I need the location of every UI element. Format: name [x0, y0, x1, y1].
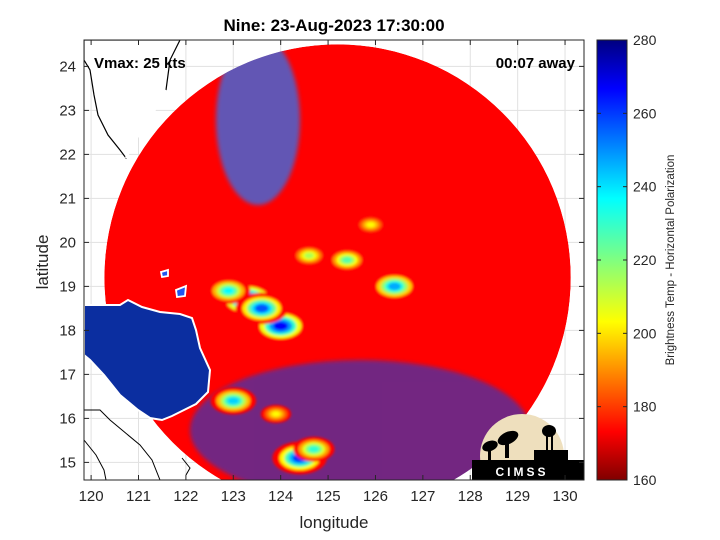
x-tick-label: 127 [410, 488, 435, 505]
cloud-feature [388, 282, 401, 291]
x-tick-label: 129 [505, 488, 530, 505]
y-tick-label: 16 [59, 410, 76, 427]
colorbar-gradient [596, 39, 628, 481]
cloud-feature [304, 252, 314, 259]
luzon-landmass [84, 298, 212, 422]
time-away-annotation: 00:07 away [496, 55, 576, 72]
coastline-sw [84, 409, 161, 480]
y-tick-labels: 15 16 17 18 19 20 21 22 23 24 [59, 58, 76, 471]
y-tick-label: 17 [59, 366, 76, 383]
small-island-2 [175, 284, 188, 299]
chart-title: Nine: 23-Aug-2023 17:30:00 [223, 16, 444, 35]
coastline-small [181, 457, 191, 476]
cloud-feature [271, 411, 280, 417]
y-axis-label: latitude [33, 235, 52, 290]
colorbar: 280 260 240 220 200 180 160 Brightness Temp - … [596, 32, 677, 488]
coastline-w [84, 439, 107, 480]
logo-text: CIMSS [495, 465, 548, 479]
cimss-logo: CIMSS [472, 414, 584, 480]
cloud-feature [254, 304, 269, 313]
y-tick-label: 18 [59, 322, 76, 339]
colorbar-tick-label: 240 [633, 179, 657, 195]
small-island-1 [159, 268, 169, 279]
x-tick-label: 130 [553, 488, 578, 505]
x-axis-label: longitude [299, 513, 368, 532]
x-tick-label: 123 [221, 488, 246, 505]
plot-area: CIMSS [84, 40, 584, 480]
x-tick-label: 126 [363, 488, 388, 505]
cloud-features [206, 215, 419, 475]
y-tick-label: 22 [59, 146, 76, 163]
vmax-annotation: Vmax: 25 kts [94, 55, 186, 72]
cloud-feature [308, 445, 320, 453]
land-overlay [84, 40, 212, 480]
x-tick-label: 124 [268, 488, 293, 505]
tick-marks [84, 40, 584, 480]
microwave-swath [104, 44, 571, 480]
cloud-feature [222, 287, 235, 295]
colorbar-tick-label: 200 [633, 325, 657, 341]
x-tick-label: 125 [316, 488, 341, 505]
taiwan-coast [84, 40, 181, 160]
swath-light-band [216, 44, 300, 205]
cloud-feature [273, 321, 289, 331]
colorbar-tick-label: 260 [633, 105, 657, 121]
x-tick-label: 120 [79, 488, 104, 505]
colorbar-tick-label: 160 [633, 472, 657, 488]
colorbar-tick-labels: 280 260 240 220 200 180 160 [597, 32, 657, 488]
y-tick-label: 23 [59, 102, 76, 119]
y-tick-label: 19 [59, 278, 76, 295]
y-tick-label: 21 [59, 190, 76, 207]
cloud-feature [227, 397, 240, 405]
y-tick-label: 24 [59, 58, 76, 75]
swath-dark-south [190, 360, 530, 480]
x-tick-label: 121 [126, 488, 151, 505]
colorbar-tick-label: 220 [633, 252, 657, 268]
y-tick-label: 15 [59, 454, 76, 471]
taiwan-swath-edge [124, 89, 168, 159]
x-tick-labels: 120 121 122 123 124 125 126 127 128 129 130 [79, 488, 578, 505]
x-tick-label: 128 [458, 488, 483, 505]
cloud-feature [366, 222, 375, 228]
colorbar-label: Brightness Temp - Horizontal Polarizatio… [665, 155, 677, 366]
axes-box [83, 39, 585, 481]
x-tick-label: 122 [173, 488, 198, 505]
colorbar-tick-label: 180 [633, 399, 657, 415]
colorbar-tick-label: 280 [633, 32, 657, 48]
y-tick-label: 20 [59, 234, 76, 251]
cloud-feature [341, 256, 353, 264]
